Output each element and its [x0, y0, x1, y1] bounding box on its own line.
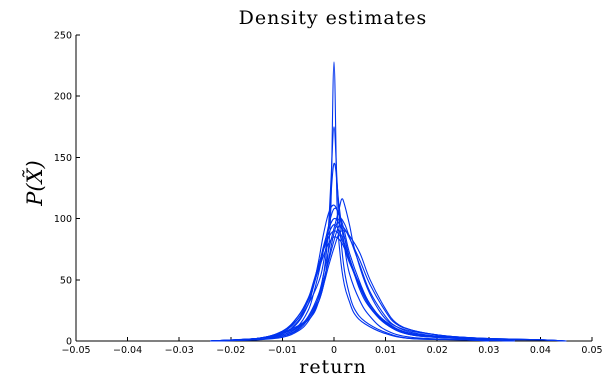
y-tick-label: 0 [66, 337, 72, 348]
density-curve-1 [210, 61, 489, 342]
density-curve-7 [210, 224, 515, 342]
x-tick-label: −0.03 [165, 345, 194, 356]
x-tick-label: 0.05 [581, 345, 602, 356]
x-tick-label: −0.02 [216, 345, 245, 356]
y-tick-label: 250 [54, 31, 72, 42]
density-curve-9 [210, 236, 515, 342]
x-tick-label: 0.02 [427, 345, 448, 356]
y-tick-label: 50 [60, 275, 72, 286]
density-curves [210, 61, 567, 342]
chart-title: Density estimates [239, 7, 428, 29]
y-tick-label: 150 [54, 153, 72, 164]
x-tick-label: 0 [331, 345, 337, 356]
y-tick-label: 200 [54, 92, 72, 103]
x-tick-label: −0.05 [61, 345, 90, 356]
x-tick-label: −0.01 [268, 345, 297, 356]
y-tick-labels: 0 50 100 150 200 250 [54, 31, 72, 348]
x-tick-label: −0.04 [113, 345, 142, 356]
x-tick-label: 0.03 [478, 345, 499, 356]
y-tick-label: 100 [54, 214, 72, 225]
density-curve-3 [210, 162, 515, 342]
density-curve-2 [210, 126, 489, 342]
x-tick-label: 0.04 [530, 345, 551, 356]
density-curve-13 [210, 230, 567, 342]
x-axis-label: return [299, 356, 367, 376]
tick-marks [75, 34, 593, 342]
density-curve-8 [210, 230, 515, 342]
axes [75, 35, 592, 342]
density-curve-11 [210, 217, 567, 342]
x-tick-label: 0.01 [375, 345, 396, 356]
y-axis-label: P(X̃) [23, 160, 47, 206]
x-tick-labels: −0.05 −0.04 −0.03 −0.02 −0.01 0 0.01 0.02 0.03 0.… [61, 345, 602, 356]
